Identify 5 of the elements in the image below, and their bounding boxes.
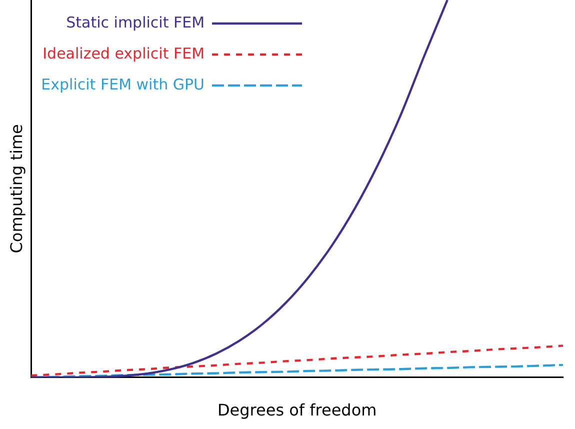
y-axis-title: Computing time [6, 124, 26, 254]
text: Explicit FEM with GPU [41, 75, 205, 94]
text: Idealized explicit FEM [42, 44, 205, 62]
text: Static implicit FEM [66, 13, 205, 32]
x-axis-title: Degrees of freedom [217, 400, 377, 420]
